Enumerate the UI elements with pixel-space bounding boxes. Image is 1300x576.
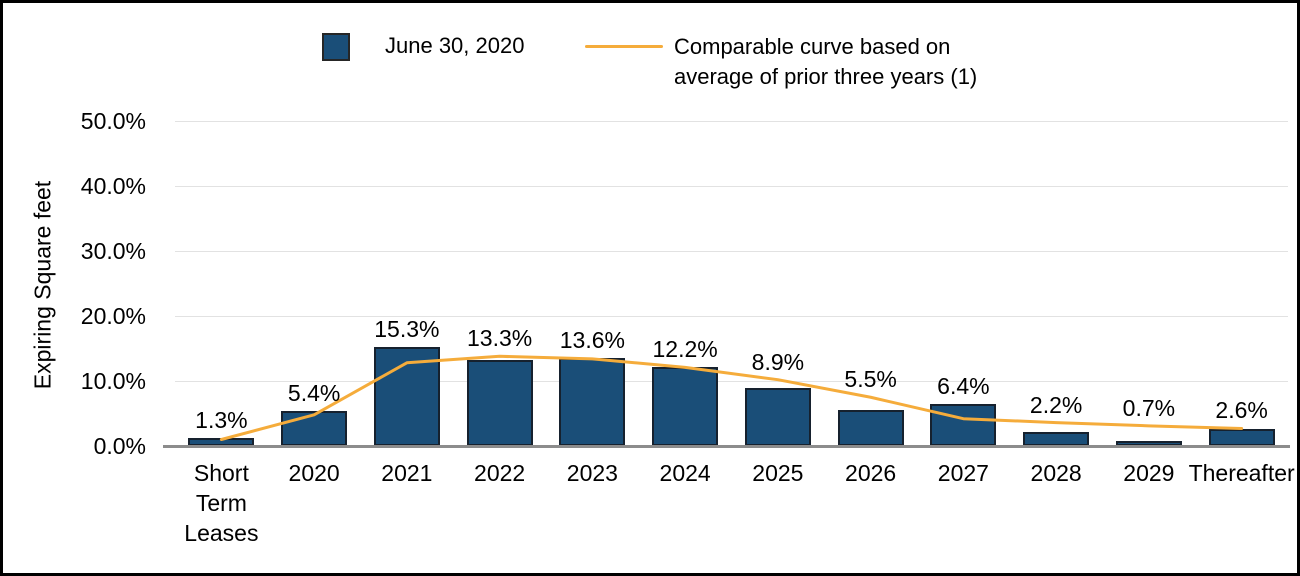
x-tick-label: 2022 — [474, 460, 526, 486]
x-tick-label: Short Term Leases — [184, 460, 259, 546]
y-tick-label: 50.0% — [80, 108, 146, 134]
value-label: 5.5% — [844, 366, 897, 393]
gridline — [175, 251, 1288, 252]
bar — [744, 388, 811, 446]
bar — [281, 410, 348, 446]
bar — [373, 346, 440, 446]
bar — [930, 404, 997, 446]
x-tick-label: 2029 — [1123, 460, 1175, 486]
value-label: 0.7% — [1122, 394, 1176, 421]
value-label: 2.6% — [1215, 397, 1268, 424]
x-tick-label: 2025 — [752, 460, 804, 486]
x-tick-label: 2021 — [381, 460, 433, 486]
y-axis-title: Expiring Square feet — [29, 180, 56, 390]
gridline — [175, 121, 1288, 122]
x-tick-label: 2028 — [1030, 460, 1082, 486]
x-tick-label: 2026 — [845, 460, 897, 486]
x-tick-label: 2024 — [659, 460, 711, 486]
value-label: 12.2% — [652, 335, 718, 362]
legend-bar-swatch — [322, 33, 350, 61]
x-axis-line — [163, 445, 1290, 448]
y-tick-label: 10.0% — [80, 368, 146, 394]
bar — [1023, 431, 1090, 446]
bar — [837, 410, 904, 446]
x-tick-label: 2020 — [288, 460, 340, 486]
bar — [559, 357, 626, 446]
bar — [652, 366, 719, 446]
x-tick-label: 2023 — [566, 460, 618, 486]
y-tick-label: 0.0% — [93, 433, 146, 459]
bar — [466, 359, 533, 446]
y-tick-label: 40.0% — [80, 173, 146, 199]
value-label: 8.9% — [751, 348, 805, 375]
legend-line-label: Comparable curve based on average of pri… — [674, 34, 978, 89]
value-label: 6.4% — [937, 373, 990, 400]
value-label: 2.2% — [1029, 391, 1083, 418]
y-tick-label: 30.0% — [80, 238, 146, 264]
value-label: 13.6% — [559, 326, 625, 353]
value-label: 5.4% — [287, 379, 341, 406]
value-label: 13.3% — [467, 325, 533, 352]
gridline — [175, 186, 1288, 187]
x-tick-label: 2027 — [937, 460, 989, 486]
gridline — [175, 316, 1288, 317]
bar — [1208, 429, 1275, 446]
value-label: 15.3% — [374, 315, 440, 342]
x-tick-label: Thereafter — [1188, 460, 1295, 486]
legend-bar-label: June 30, 2020 — [385, 33, 525, 58]
y-tick-label: 20.0% — [80, 303, 146, 329]
value-label: 1.3% — [195, 406, 248, 433]
legend-line-swatch — [585, 45, 663, 48]
